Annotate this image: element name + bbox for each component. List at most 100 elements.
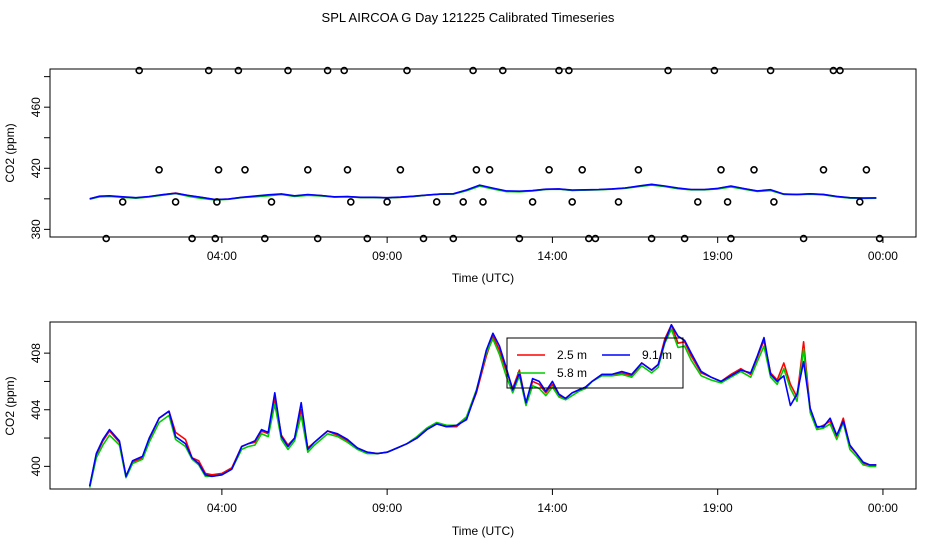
data-point-marker	[313, 234, 322, 243]
x-tick-label: 19:00	[703, 501, 733, 515]
x-tick-label: 14:00	[537, 501, 567, 515]
x-tick-label: 14:00	[537, 249, 567, 263]
data-point-marker	[498, 66, 507, 75]
y-tick-label: 420	[29, 158, 43, 178]
top-panel: 04:00 09:00 14:00 19:00 00:00 380 420 460 Time…	[3, 66, 917, 285]
data-point-marker	[346, 198, 355, 206]
series-line-2-5-m	[88, 323, 877, 487]
data-point-marker	[323, 66, 332, 75]
x-tick-label: 19:00	[703, 249, 733, 263]
data-point-marker	[449, 234, 458, 243]
data-point-marker	[469, 66, 477, 75]
bottom-plot-frame	[49, 321, 917, 490]
data-point-marker	[862, 166, 871, 174]
data-point-marker	[171, 198, 180, 206]
data-point-marker	[614, 198, 623, 206]
top-plot-frame	[49, 68, 917, 238]
data-point-marker	[710, 66, 719, 75]
data-point-marker	[303, 166, 312, 174]
x-tick-label: 00:00	[868, 501, 898, 515]
data-point-marker	[770, 198, 778, 206]
top-x-axis: 04:00 09:00 14:00 19:00 00:00	[207, 237, 898, 263]
data-point-marker	[363, 234, 372, 243]
data-point-marker	[485, 166, 494, 174]
data-point-marker	[211, 234, 220, 243]
y-tick-label: 404	[29, 399, 43, 419]
data-point-marker	[565, 66, 573, 75]
y-tick-label: 408	[29, 343, 43, 363]
data-point-marker	[647, 234, 656, 243]
data-point-marker	[545, 166, 553, 174]
data-point-marker	[568, 198, 577, 206]
data-point-marker	[396, 166, 405, 174]
data-point-marker	[118, 198, 127, 206]
data-point-marker	[680, 234, 689, 243]
data-point-marker	[234, 66, 243, 75]
data-point-marker	[584, 234, 593, 243]
y-tick-label: 460	[29, 97, 43, 117]
data-point-marker	[479, 198, 487, 206]
x-tick-label: 09:00	[372, 501, 402, 515]
data-point-marker	[284, 66, 292, 75]
chart-title: SPL AIRCOA G Day 121225 Calibrated Times…	[322, 10, 615, 25]
data-point-marker	[664, 66, 672, 75]
data-point-marker	[155, 166, 163, 174]
bottom-x-axis: 04:00 09:00 14:00 19:00 00:00	[207, 489, 898, 515]
data-point-marker	[340, 66, 349, 75]
data-point-marker	[750, 166, 758, 174]
data-point-marker	[875, 234, 884, 243]
bottom-panel: 04:00 09:00 14:00 19:00 00:00 400 404 408 Time…	[3, 321, 917, 538]
x-tick-label: 04:00	[207, 501, 237, 515]
data-point-marker	[836, 66, 844, 75]
data-point-marker	[766, 66, 775, 75]
data-point-marker	[135, 66, 143, 75]
data-point-marker	[634, 166, 643, 174]
y-tick-label: 380	[29, 219, 43, 239]
data-point-marker	[717, 166, 725, 174]
data-point-marker	[555, 66, 563, 75]
data-point-marker	[528, 198, 537, 206]
top-y-axis: 380 420 460	[29, 76, 50, 239]
data-point-marker	[829, 66, 838, 75]
data-point-marker	[799, 234, 808, 243]
data-point-marker	[578, 166, 587, 174]
legend: 2.5 m 9.1 m 5.8 m	[506, 337, 684, 389]
series-line-9-1-m	[88, 323, 877, 487]
top-x-axis-label: Time (UTC)	[452, 271, 514, 285]
legend-label-5-8m: 5.8 m	[557, 366, 587, 380]
legend-label-9-1m: 9.1 m	[642, 348, 672, 362]
data-point-marker	[213, 198, 221, 206]
x-tick-label: 09:00	[372, 249, 402, 263]
data-point-marker	[267, 198, 276, 206]
bottom-plot-marks	[88, 323, 877, 488]
y-tick-label: 400	[29, 456, 43, 476]
data-point-marker	[188, 234, 196, 243]
data-point-marker	[693, 198, 702, 206]
data-point-marker	[591, 234, 600, 243]
bottom-y-axis-label: CO2 (ppm)	[3, 376, 17, 435]
data-point-marker	[102, 234, 110, 243]
data-point-marker	[343, 166, 352, 174]
data-point-marker	[723, 198, 732, 206]
bottom-y-axis: 400 404 408	[29, 343, 50, 476]
data-point-marker	[515, 234, 524, 243]
top-y-axis-label: CO2 (ppm)	[3, 123, 17, 182]
legend-label-2-5m: 2.5 m	[557, 348, 587, 362]
data-point-marker	[432, 198, 441, 206]
x-tick-label: 00:00	[868, 249, 898, 263]
legend-box	[506, 337, 684, 389]
x-tick-label: 04:00	[207, 249, 237, 263]
data-point-marker	[214, 166, 223, 174]
data-point-marker	[419, 234, 428, 243]
data-point-marker	[855, 198, 864, 206]
data-point-marker	[472, 166, 481, 174]
data-point-marker	[241, 166, 249, 174]
data-point-marker	[819, 166, 828, 174]
bottom-x-axis-label: Time (UTC)	[452, 524, 514, 538]
data-point-marker	[403, 66, 411, 75]
top-plot-marks	[89, 66, 884, 243]
data-point-marker	[727, 234, 735, 243]
data-point-marker	[459, 198, 468, 206]
data-point-marker	[260, 234, 269, 243]
